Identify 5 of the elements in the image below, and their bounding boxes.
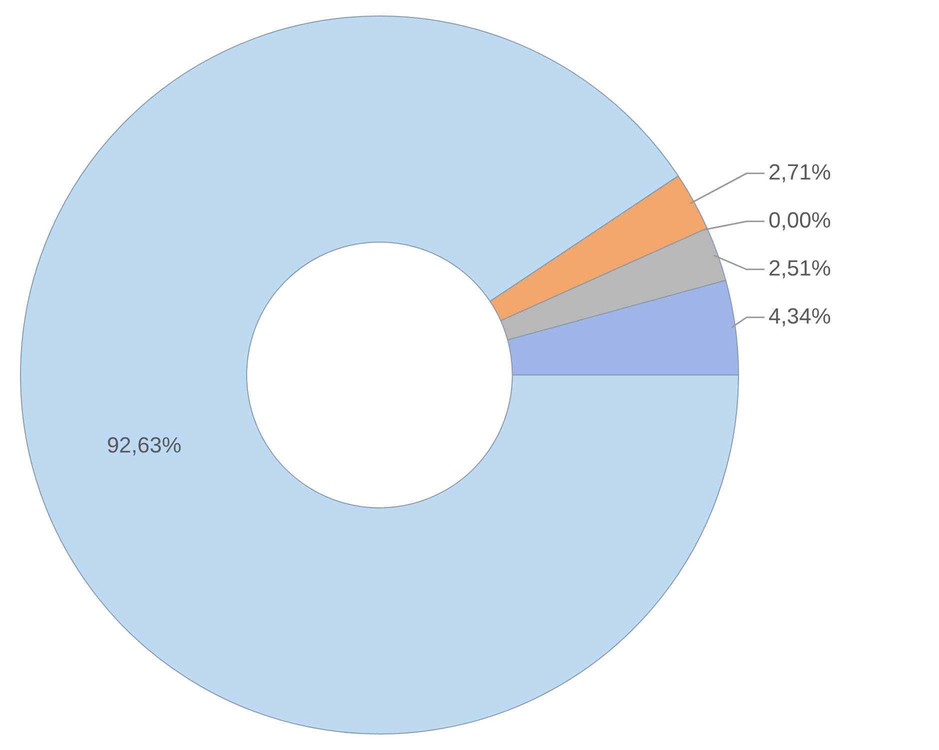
data-label: 4,34% — [768, 303, 831, 328]
data-label: 2,51% — [768, 255, 831, 280]
text: 0,00% — [768, 207, 831, 232]
data-label: 92,63% — [106, 432, 182, 458]
data-label: 2,71% — [768, 159, 831, 184]
